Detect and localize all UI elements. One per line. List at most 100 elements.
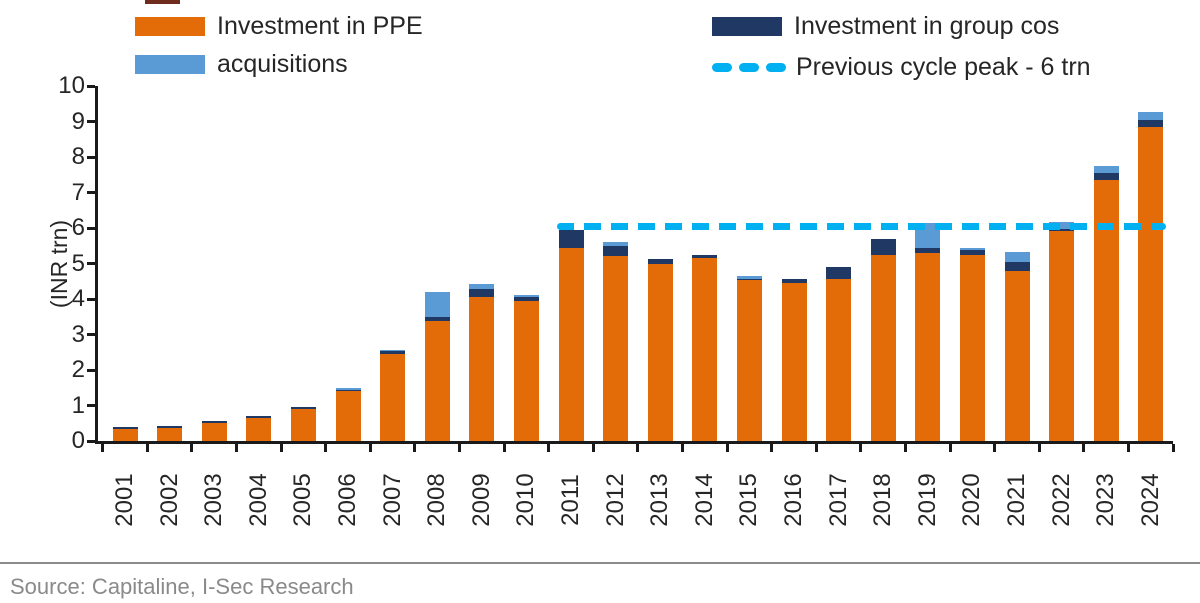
- bar-segment-2002-investment-in-ppe: [157, 427, 183, 441]
- bar-segment-2023-acquisitions: [1093, 165, 1119, 173]
- acquisitions-color-swatch: [135, 55, 205, 74]
- bar-segment-2006-investment-in-group-cos: [335, 389, 361, 392]
- legend-item-peak-line: Previous cycle peak - 6 trn: [712, 53, 1091, 82]
- bar-segment-2001-investment-in-ppe: [112, 428, 138, 441]
- x-axis-tick: [1082, 444, 1086, 452]
- x-axis-tick: [948, 444, 952, 452]
- bar-segment-2018-investment-in-ppe: [870, 254, 896, 441]
- bar-segment-2010-investment-in-group-cos: [513, 296, 539, 301]
- bar-segment-2021-investment-in-ppe: [1004, 270, 1030, 441]
- legend-label-group-cos: Investment in group cos: [794, 12, 1060, 40]
- y-axis-tick-label: 7: [71, 178, 85, 206]
- y-axis-tick: [87, 155, 95, 159]
- bar-segment-2015-investment-in-ppe: [736, 279, 762, 441]
- bar-segment-2012-acquisitions: [603, 242, 629, 246]
- y-axis-tick-label: 9: [71, 107, 85, 135]
- bar-segment-2007-investment-in-ppe: [380, 354, 406, 441]
- bar-segment-2023-investment-in-ppe: [1093, 180, 1119, 441]
- y-axis-tick-label: 8: [71, 143, 85, 170]
- bar-segment-2002-investment-in-group-cos: [157, 425, 183, 428]
- x-axis-tick: [1037, 444, 1041, 452]
- bar-segment-2016-investment-in-group-cos: [781, 278, 807, 284]
- x-axis-tick: [145, 444, 149, 452]
- y-axis-tick-label: 10: [58, 72, 85, 99]
- bar-segment-2008-investment-in-ppe: [424, 321, 450, 441]
- bar-segment-2008-investment-in-group-cos: [424, 317, 450, 322]
- x-axis-label-2022: 2022: [1047, 473, 1075, 527]
- bar-segment-2019-investment-in-ppe: [915, 252, 941, 441]
- x-axis-tick: [413, 444, 417, 452]
- group-cos-color-swatch: [712, 17, 782, 36]
- y-axis-tick: [87, 262, 95, 265]
- x-axis-label-2003: 2003: [200, 473, 228, 527]
- bar-segment-2014-investment-in-ppe: [692, 258, 718, 441]
- x-axis-label-2014: 2014: [690, 473, 718, 527]
- legend-item-acquisitions: acquisitions: [135, 50, 348, 79]
- bar-segment-2024-investment-in-ppe: [1138, 126, 1164, 441]
- x-axis-label-2004: 2004: [244, 473, 272, 527]
- bar-segment-2021-acquisitions: [1004, 251, 1030, 263]
- bar-segment-2012-investment-in-ppe: [603, 255, 629, 441]
- legend-label-ppe: Investment in PPE: [217, 12, 423, 40]
- bar-segment-2005-investment-in-ppe: [290, 409, 316, 441]
- x-axis-label-2008: 2008: [423, 473, 451, 527]
- bar-segment-2012-investment-in-group-cos: [603, 245, 629, 256]
- x-axis-label-2012: 2012: [601, 473, 629, 527]
- bar-segment-2015-investment-in-group-cos: [736, 278, 762, 280]
- bar-segment-2004-investment-in-ppe: [246, 417, 272, 441]
- x-axis-tick: [591, 444, 595, 452]
- bar-segment-2020-investment-in-ppe: [959, 254, 985, 441]
- y-axis-tick: [87, 404, 95, 407]
- x-axis-label-2007: 2007: [378, 473, 406, 527]
- bar-segment-2010-acquisitions: [513, 294, 539, 297]
- y-axis-tick: [87, 191, 95, 194]
- source-note: Source: Capitaline, I-Sec Research: [10, 574, 354, 599]
- x-axis-label-2024: 2024: [1136, 473, 1164, 527]
- y-axis-tick-label: 4: [71, 285, 85, 312]
- bar-segment-2024-acquisitions: [1138, 111, 1164, 120]
- bar-segment-2011-investment-in-group-cos: [558, 229, 584, 248]
- bar-segment-2005-investment-in-group-cos: [290, 406, 316, 410]
- x-axis-label-2005: 2005: [289, 473, 317, 527]
- y-axis-tick: [87, 439, 95, 443]
- y-axis-tick-label: 6: [71, 214, 85, 241]
- ppe-color-swatch: [135, 17, 205, 36]
- bar-segment-2014-investment-in-group-cos: [692, 254, 718, 259]
- previous-cycle-peak-dashed-line: [556, 222, 1166, 230]
- peak-dash-swatch: [712, 63, 786, 72]
- cropped-edge-artifact: [145, 0, 180, 4]
- x-axis-tick: [681, 444, 684, 452]
- bar-segment-2020-investment-in-group-cos: [959, 250, 985, 255]
- bar-segment-2006-acquisitions: [335, 387, 361, 390]
- y-axis-tick: [87, 120, 95, 123]
- legend-item-ppe: Investment in PPE: [135, 12, 423, 41]
- bar-segment-2007-acquisitions: [380, 350, 406, 352]
- x-axis-tick: [814, 444, 818, 452]
- bar-segment-2009-acquisitions: [469, 283, 495, 290]
- x-axis-label-2002: 2002: [155, 473, 183, 527]
- x-axis-tick: [101, 444, 105, 452]
- x-axis-label-2019: 2019: [913, 473, 941, 527]
- bar-segment-2013-investment-in-group-cos: [647, 259, 673, 264]
- bar-segment-2021-investment-in-group-cos: [1004, 262, 1030, 271]
- bar-segment-2004-investment-in-group-cos: [246, 415, 272, 418]
- bar-segment-2015-acquisitions: [736, 275, 762, 279]
- x-axis-label-2001: 2001: [111, 473, 138, 527]
- x-axis-tick: [904, 444, 907, 452]
- x-axis-label-2023: 2023: [1092, 473, 1120, 527]
- x-axis-tick: [1127, 444, 1130, 452]
- legend-item-group-cos: Investment in group cos: [712, 12, 1059, 41]
- bar-segment-2009-investment-in-ppe: [469, 297, 495, 441]
- x-axis-label-2006: 2006: [334, 473, 361, 527]
- y-axis-tick: [87, 368, 95, 372]
- x-axis-tick: [547, 444, 551, 452]
- bar-segment-2008-acquisitions: [424, 291, 450, 318]
- x-axis-label-2010: 2010: [512, 473, 540, 527]
- bar-segment-2017-investment-in-group-cos: [826, 267, 852, 279]
- x-axis-label-2011: 2011: [557, 474, 584, 526]
- x-axis-label-2013: 2013: [646, 473, 674, 527]
- bar-segment-2007-investment-in-group-cos: [380, 351, 406, 355]
- bar-segment-2018-investment-in-group-cos: [870, 239, 896, 255]
- x-axis-tick: [458, 444, 461, 452]
